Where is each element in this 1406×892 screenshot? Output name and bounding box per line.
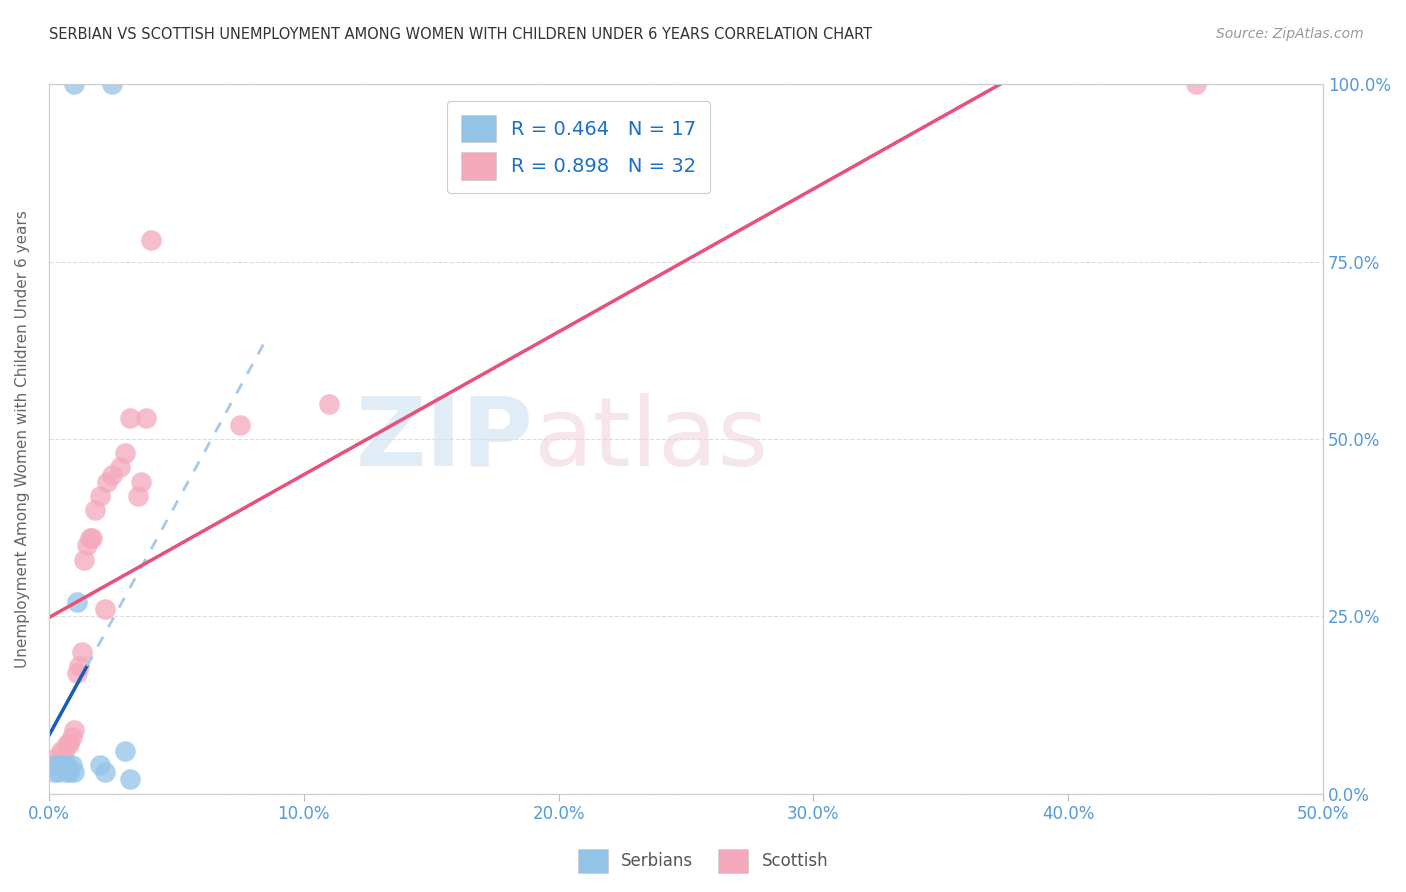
Point: [114, 744, 136, 758]
Point: [101, 467, 124, 482]
Point: [94, 765, 117, 780]
Point: [42, 758, 65, 772]
Point: [39, 758, 62, 772]
Legend: Serbians, Scottish: Serbians, Scottish: [571, 842, 835, 880]
Point: [101, 78, 124, 92]
Point: [63, 765, 86, 780]
Point: [48, 765, 70, 780]
Point: [89, 489, 111, 503]
Point: [58, 765, 80, 780]
Point: [51, 744, 73, 758]
Point: [42, 765, 65, 780]
Point: [96, 475, 118, 489]
Text: ZIP: ZIP: [356, 392, 533, 485]
Point: [63, 78, 86, 92]
Y-axis label: Unemployment Among Women with Children Under 6 years: Unemployment Among Women with Children U…: [15, 211, 30, 668]
Text: Source: ZipAtlas.com: Source: ZipAtlas.com: [1216, 27, 1364, 41]
Point: [318, 396, 340, 410]
Point: [55, 737, 77, 751]
Point: [139, 234, 162, 248]
Point: [1184, 78, 1206, 92]
Point: [80, 532, 103, 546]
Point: [60, 758, 83, 772]
Point: [60, 730, 83, 744]
Point: [108, 460, 131, 475]
Point: [120, 410, 142, 425]
Point: [129, 475, 152, 489]
Point: [55, 758, 77, 772]
Point: [55, 765, 77, 780]
Point: [51, 758, 73, 772]
Point: [66, 666, 89, 681]
Point: [135, 410, 157, 425]
Point: [66, 595, 89, 609]
Point: [67, 659, 90, 673]
Point: [76, 538, 98, 552]
Point: [63, 723, 86, 737]
Point: [89, 758, 111, 772]
Point: [53, 758, 76, 772]
Point: [53, 744, 76, 758]
Point: [58, 737, 80, 751]
Point: [79, 532, 101, 546]
Legend: R = 0.464   N = 17, R = 0.898   N = 32: R = 0.464 N = 17, R = 0.898 N = 32: [447, 102, 710, 194]
Point: [48, 758, 70, 772]
Point: [45, 751, 67, 765]
Point: [114, 446, 136, 460]
Text: atlas: atlas: [533, 392, 768, 485]
Point: [229, 417, 252, 432]
Point: [70, 645, 93, 659]
Point: [120, 772, 142, 787]
Text: SERBIAN VS SCOTTISH UNEMPLOYMENT AMONG WOMEN WITH CHILDREN UNDER 6 YEARS CORRELA: SERBIAN VS SCOTTISH UNEMPLOYMENT AMONG W…: [49, 27, 872, 42]
Point: [45, 758, 67, 772]
Point: [94, 602, 117, 616]
Point: [127, 489, 149, 503]
Point: [83, 503, 105, 517]
Point: [73, 552, 96, 566]
